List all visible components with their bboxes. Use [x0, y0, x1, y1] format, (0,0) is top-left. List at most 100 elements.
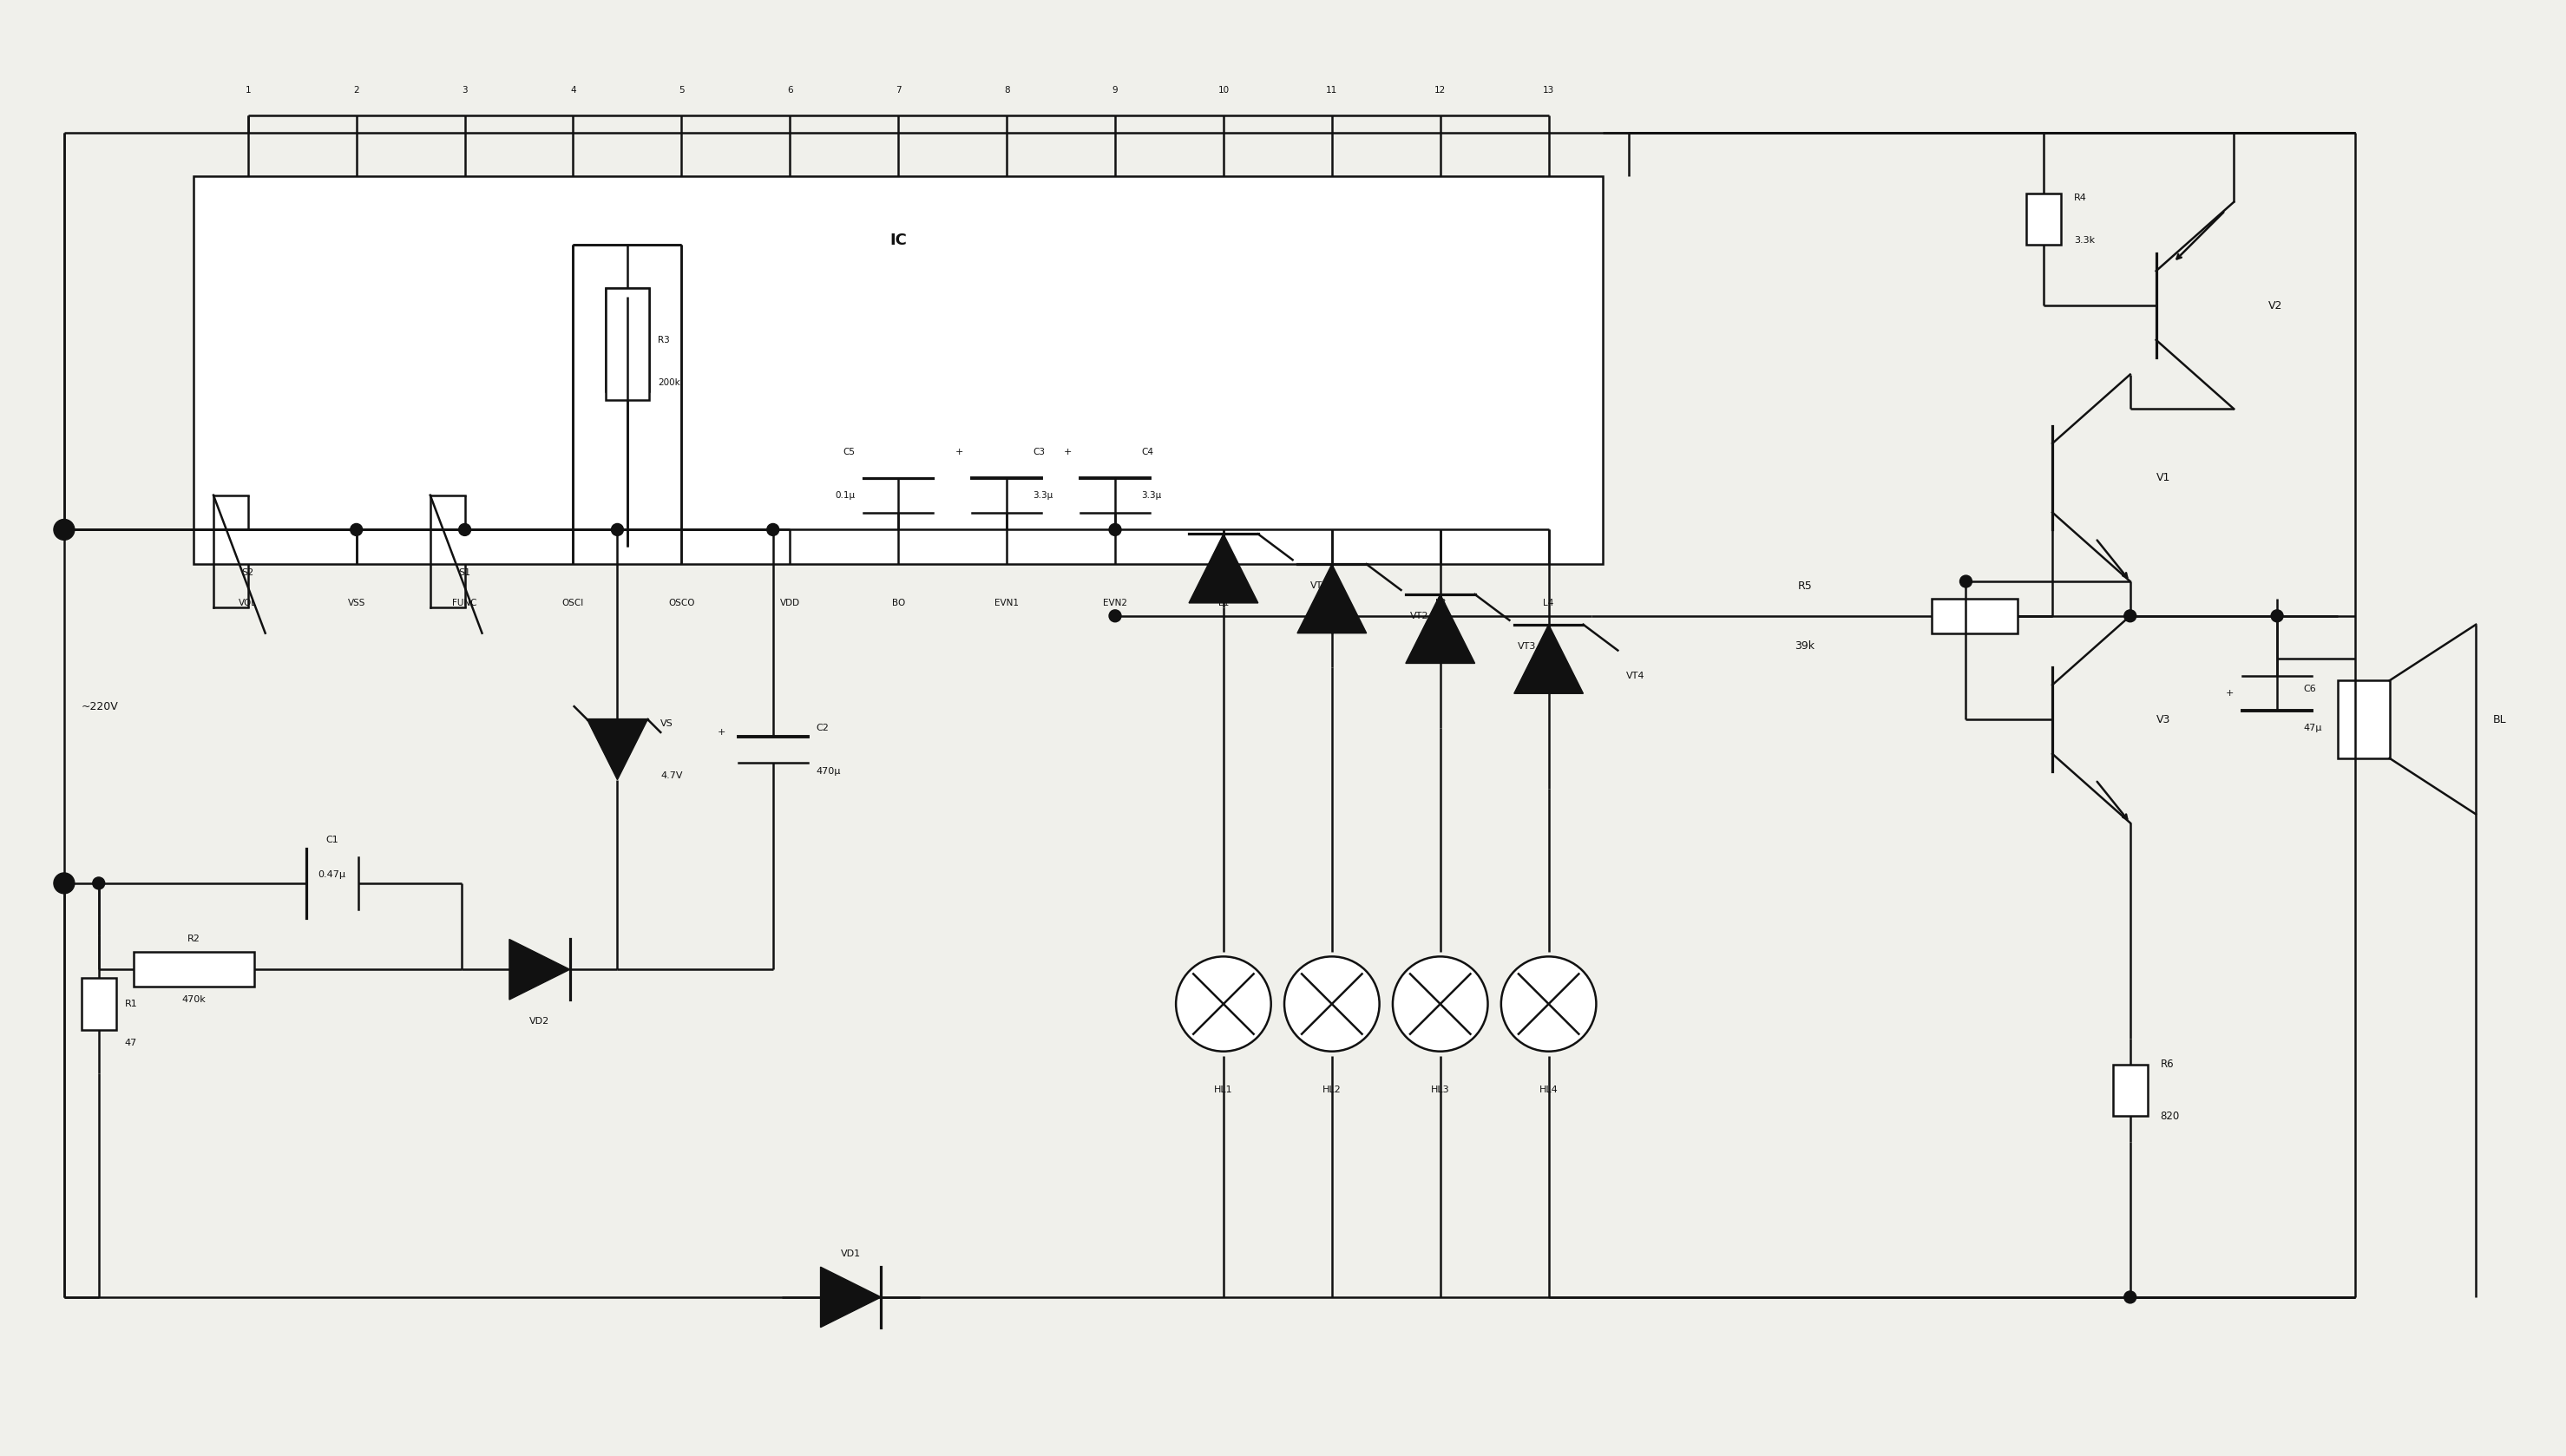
- Text: R4: R4: [2073, 194, 2086, 202]
- Bar: [606, 288, 649, 400]
- Circle shape: [459, 524, 470, 536]
- Text: OSCO: OSCO: [667, 598, 695, 607]
- Text: R2: R2: [187, 935, 200, 943]
- Text: 3.3μ: 3.3μ: [1032, 491, 1052, 499]
- Text: 820: 820: [2161, 1111, 2179, 1121]
- Text: S2: S2: [241, 568, 254, 577]
- Text: VDD: VDD: [780, 598, 801, 607]
- Bar: [2112, 1064, 2148, 1117]
- Text: 4: 4: [570, 86, 575, 95]
- Text: S1: S1: [459, 568, 472, 577]
- Text: R5: R5: [1799, 579, 1812, 591]
- Bar: [2338, 680, 2389, 759]
- Text: 8: 8: [1003, 86, 1008, 95]
- Text: 3.3k: 3.3k: [2073, 236, 2094, 245]
- Circle shape: [2125, 1291, 2137, 1303]
- Text: EVN2: EVN2: [1103, 598, 1126, 607]
- Text: 10: 10: [1219, 86, 1229, 95]
- Polygon shape: [1514, 625, 1583, 693]
- Text: R1: R1: [126, 1000, 139, 1009]
- Polygon shape: [821, 1267, 880, 1328]
- Text: 2: 2: [354, 86, 359, 95]
- Text: L3: L3: [1434, 598, 1445, 607]
- Text: C5: C5: [844, 447, 854, 456]
- Bar: [82, 978, 115, 1029]
- Text: 13: 13: [1542, 86, 1555, 95]
- Text: VS: VS: [659, 719, 672, 728]
- Polygon shape: [588, 719, 647, 780]
- Text: +: +: [1065, 447, 1073, 456]
- Text: BL: BL: [2494, 713, 2507, 725]
- Circle shape: [611, 524, 624, 536]
- Circle shape: [54, 874, 74, 894]
- Circle shape: [767, 524, 780, 536]
- Text: BO: BO: [893, 598, 906, 607]
- Text: V3: V3: [2155, 713, 2171, 725]
- Text: 7: 7: [896, 86, 901, 95]
- Circle shape: [1286, 957, 1381, 1051]
- Text: 5: 5: [677, 86, 685, 95]
- Text: 0.47μ: 0.47μ: [318, 871, 346, 879]
- Circle shape: [59, 524, 69, 536]
- Polygon shape: [1188, 534, 1257, 603]
- Text: C1: C1: [326, 836, 339, 844]
- Circle shape: [59, 524, 69, 536]
- Text: HL4: HL4: [1540, 1086, 1558, 1095]
- Circle shape: [92, 877, 105, 890]
- Text: VT4: VT4: [1627, 671, 1645, 680]
- Text: 200k: 200k: [657, 379, 680, 387]
- Text: 47: 47: [126, 1038, 136, 1047]
- Text: L1: L1: [1219, 598, 1229, 607]
- Text: 3.3μ: 3.3μ: [1142, 491, 1162, 499]
- Circle shape: [1109, 610, 1121, 622]
- Circle shape: [1960, 575, 1971, 587]
- Text: VSS: VSS: [346, 598, 364, 607]
- Text: FUNC: FUNC: [452, 598, 477, 607]
- Text: VD2: VD2: [529, 1016, 549, 1025]
- Bar: [1932, 598, 2017, 633]
- Text: C2: C2: [816, 724, 829, 732]
- Circle shape: [1393, 957, 1488, 1051]
- Text: 12: 12: [1434, 86, 1447, 95]
- Circle shape: [352, 524, 362, 536]
- Text: C4: C4: [1142, 447, 1152, 456]
- Text: C3: C3: [1032, 447, 1044, 456]
- Circle shape: [1501, 957, 1596, 1051]
- Text: VT2: VT2: [1409, 612, 1429, 620]
- Circle shape: [1175, 957, 1270, 1051]
- Text: C6: C6: [2304, 684, 2317, 693]
- Text: VD1: VD1: [842, 1249, 860, 1258]
- Text: +: +: [2225, 689, 2235, 697]
- Text: 6: 6: [788, 86, 793, 95]
- Text: L4: L4: [1542, 598, 1555, 607]
- Text: 0.1μ: 0.1μ: [834, 491, 854, 499]
- Text: 1: 1: [246, 86, 251, 95]
- Text: ~220V: ~220V: [82, 700, 118, 712]
- Circle shape: [2125, 610, 2137, 622]
- Text: IC: IC: [890, 233, 906, 249]
- Text: +: +: [955, 447, 962, 456]
- Text: 47μ: 47μ: [2304, 724, 2322, 732]
- Text: OSCI: OSCI: [562, 598, 585, 607]
- Circle shape: [2271, 610, 2284, 622]
- Text: HL3: HL3: [1432, 1086, 1450, 1095]
- Text: 9: 9: [1111, 86, 1119, 95]
- Polygon shape: [1298, 563, 1368, 633]
- Bar: [2027, 194, 2060, 245]
- Text: R6: R6: [2161, 1059, 2173, 1070]
- Text: +: +: [716, 728, 726, 737]
- Circle shape: [54, 520, 74, 540]
- Text: 470k: 470k: [182, 996, 205, 1005]
- Text: 11: 11: [1327, 86, 1337, 95]
- Text: 3: 3: [462, 86, 467, 95]
- Text: VT3: VT3: [1519, 642, 1537, 651]
- Text: R3: R3: [657, 335, 670, 344]
- Text: 4.7V: 4.7V: [659, 772, 683, 780]
- Text: HL1: HL1: [1214, 1086, 1232, 1095]
- Polygon shape: [508, 939, 570, 1000]
- Circle shape: [1109, 524, 1121, 536]
- Text: V2: V2: [2268, 300, 2284, 312]
- Text: V1: V1: [2155, 472, 2171, 483]
- Text: 470μ: 470μ: [816, 767, 842, 776]
- Polygon shape: [1406, 594, 1475, 664]
